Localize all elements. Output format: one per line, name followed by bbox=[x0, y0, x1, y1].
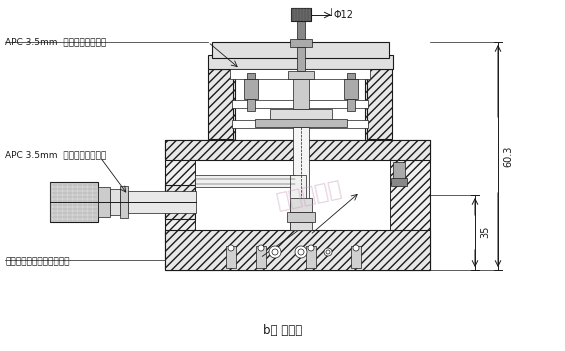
Bar bbox=[297, 47, 305, 71]
Bar bbox=[210, 60, 235, 142]
Bar bbox=[195, 175, 295, 187]
Bar bbox=[226, 246, 236, 268]
Text: 35: 35 bbox=[480, 226, 490, 238]
Bar bbox=[290, 175, 306, 230]
Bar bbox=[165, 140, 430, 270]
Bar bbox=[347, 73, 355, 79]
Bar bbox=[244, 79, 258, 99]
Circle shape bbox=[308, 245, 314, 251]
Bar bbox=[291, 8, 311, 21]
Bar bbox=[98, 187, 110, 217]
Bar bbox=[110, 189, 120, 215]
Bar bbox=[230, 69, 370, 79]
Bar bbox=[165, 185, 195, 219]
Bar bbox=[120, 186, 128, 218]
Bar bbox=[344, 79, 358, 99]
Bar bbox=[290, 39, 312, 47]
Bar bbox=[128, 191, 196, 213]
Bar bbox=[208, 69, 233, 139]
Bar bbox=[290, 222, 312, 230]
Bar bbox=[195, 145, 390, 240]
Bar bbox=[391, 178, 407, 186]
Bar bbox=[287, 212, 315, 222]
Text: 同軸セミリジッドケーブル: 同軸セミリジッドケーブル bbox=[5, 258, 69, 266]
Text: APC 3.5mm  コネクタ（メス）: APC 3.5mm コネクタ（メス） bbox=[5, 38, 106, 46]
Circle shape bbox=[228, 245, 234, 251]
Bar bbox=[255, 119, 347, 127]
Circle shape bbox=[353, 245, 359, 251]
Bar bbox=[351, 246, 361, 268]
Circle shape bbox=[258, 245, 264, 251]
Bar bbox=[367, 69, 392, 139]
Bar bbox=[165, 230, 430, 270]
Bar bbox=[208, 55, 393, 69]
Bar bbox=[247, 73, 255, 79]
Bar bbox=[293, 79, 309, 109]
Circle shape bbox=[295, 246, 307, 258]
Bar bbox=[293, 127, 309, 230]
Circle shape bbox=[324, 248, 332, 256]
Circle shape bbox=[269, 246, 281, 258]
Bar bbox=[365, 60, 390, 142]
Text: APC 3.5mm  コネクタ（オス）: APC 3.5mm コネクタ（オス） bbox=[5, 151, 106, 159]
Bar bbox=[393, 162, 405, 180]
Text: 金橋鑫電子: 金橋鑫電子 bbox=[275, 178, 345, 212]
Text: b） 断面図: b） 断面図 bbox=[263, 324, 303, 337]
Bar bbox=[165, 140, 430, 160]
Bar bbox=[50, 182, 98, 222]
Bar bbox=[212, 42, 389, 58]
Text: Φ12: Φ12 bbox=[333, 10, 353, 20]
Bar bbox=[290, 198, 312, 212]
Bar bbox=[297, 21, 305, 39]
Bar bbox=[288, 71, 314, 79]
Bar bbox=[232, 100, 368, 108]
Bar bbox=[306, 246, 316, 268]
Bar bbox=[256, 246, 266, 268]
Text: 60.3: 60.3 bbox=[503, 145, 513, 167]
Bar bbox=[247, 99, 255, 111]
Bar bbox=[270, 109, 332, 121]
Bar bbox=[232, 120, 368, 128]
Bar bbox=[347, 99, 355, 111]
